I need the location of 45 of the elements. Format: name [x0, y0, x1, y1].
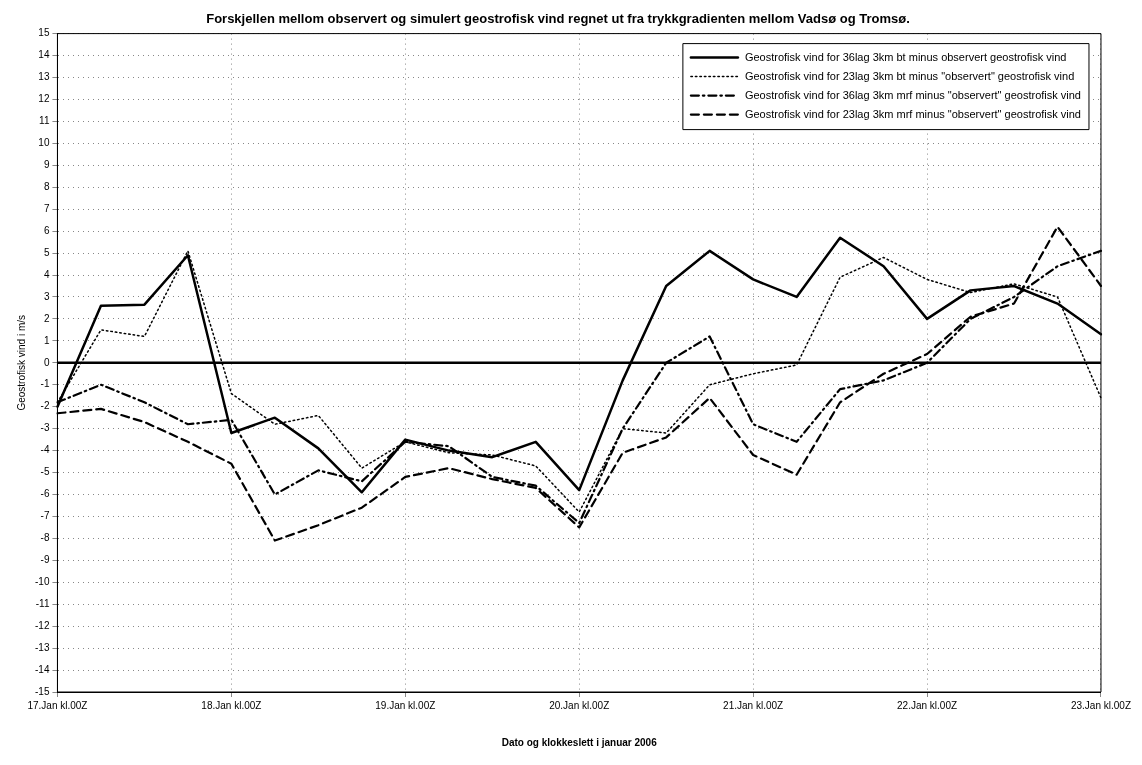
y-tick-label: -14: [35, 663, 50, 675]
y-tick-label: 6: [43, 224, 50, 236]
y-tick-label: 5: [43, 246, 50, 258]
y-tick-label: -1: [40, 378, 50, 390]
y-tick-label: -8: [40, 532, 50, 544]
y-tick-label: -3: [40, 422, 50, 434]
y-tick-label: 0: [43, 356, 50, 368]
x-tick-label: 20.Jan kl.00Z: [549, 699, 610, 711]
y-tick-label: -15: [35, 685, 50, 697]
y-tick-label: 12: [38, 93, 50, 105]
y-tick-label: 1: [43, 334, 50, 346]
y-tick-label: 15: [38, 27, 50, 39]
y-tick-label: -7: [40, 510, 50, 522]
y-tick-label: 2: [43, 312, 50, 324]
y-axis-title: Geostrofisk vind i m/s: [15, 315, 27, 411]
x-tick-label: 17.Jan kl.00Z: [27, 699, 88, 711]
y-tick-label: 10: [38, 137, 50, 149]
y-tick-label: -4: [40, 444, 50, 456]
legend-label: Geostrofisk vind for 23lag 3km mrf minus "observert" geostrofisk vind: [744, 107, 1081, 120]
y-tick-label: -5: [40, 466, 50, 478]
y-tick-label: 8: [43, 180, 50, 192]
y-tick-label: -12: [35, 619, 50, 631]
y-tick-label: 14: [38, 49, 50, 61]
y-tick-label: -2: [40, 400, 50, 412]
x-tick-label: 23.Jan kl.00Z: [1070, 699, 1132, 711]
x-tick-label: 19.Jan kl.00Z: [375, 699, 436, 711]
y-tick-label: 9: [43, 159, 50, 171]
y-tick-label: -6: [40, 488, 50, 500]
legend-label: Geostrofisk vind for 36lag 3km bt minus observert geostrofisk vind: [744, 50, 1067, 63]
x-tick-label: 22.Jan kl.00Z: [897, 699, 958, 711]
y-tick-label: 4: [43, 268, 50, 280]
chart-title: Forskjellen mellom observert og simulert geostrofisk vind regnet ut fra trykkgradienten mellom Vadsø og Tromsø.: [206, 11, 910, 27]
x-tick-label: 18.Jan kl.00Z: [201, 699, 262, 711]
y-tick-label: 13: [38, 71, 50, 83]
x-tick-label: 21.Jan kl.00Z: [723, 699, 784, 711]
legend-label: Geostrofisk vind for 36lag 3km mrf minus "observert" geostrofisk vind: [744, 88, 1081, 101]
y-tick-label: 7: [43, 202, 50, 214]
x-axis-title: Dato og klokkeslett i januar 2006: [501, 736, 658, 748]
y-tick-label: -11: [35, 597, 50, 609]
y-tick-label: -9: [40, 554, 50, 566]
y-tick-label: -10: [35, 576, 50, 588]
y-tick-label: 11: [39, 115, 50, 127]
y-tick-label: 3: [43, 290, 50, 302]
legend-label: Geostrofisk vind for 23lag 3km bt minus "observert" geostrofisk vind: [744, 69, 1075, 82]
y-tick-label: -13: [35, 641, 50, 653]
